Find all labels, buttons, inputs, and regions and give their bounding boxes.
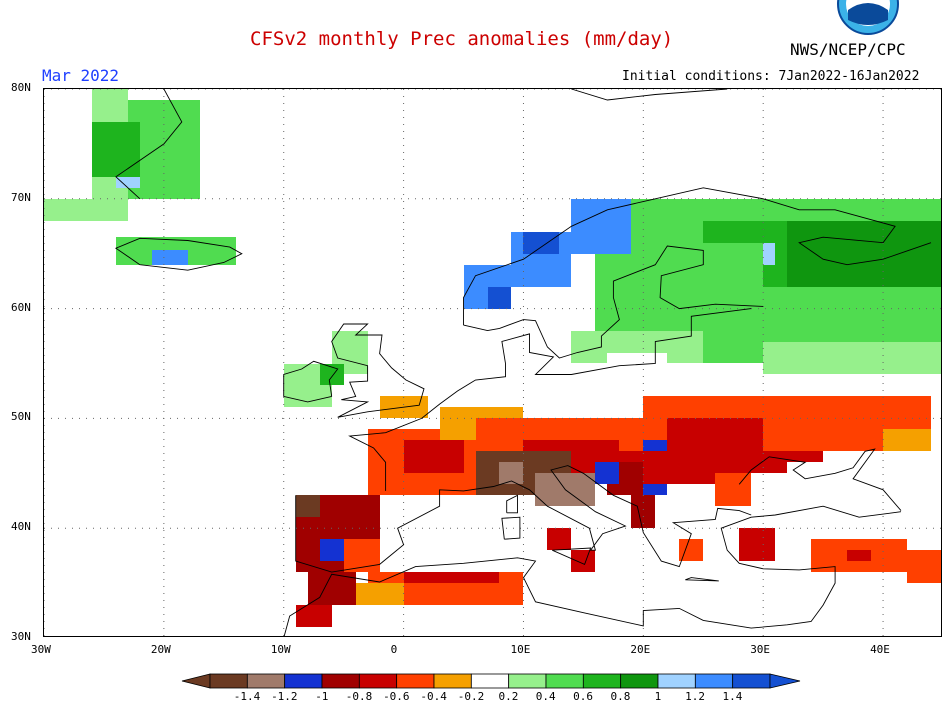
anomaly-cell	[739, 528, 776, 562]
coastline	[685, 577, 719, 582]
colorbar-label: -1	[315, 690, 329, 703]
anomaly-cell	[403, 440, 464, 474]
anomaly-cell	[403, 572, 500, 584]
forecast-month: Mar 2022	[42, 66, 120, 85]
colorbar-arrow-right	[769, 673, 801, 689]
colorbar-label: 0.4	[535, 690, 556, 703]
anomaly-cell	[127, 99, 200, 199]
coastline	[115, 89, 183, 200]
colorbar-label: -1.4	[233, 690, 261, 703]
coastline	[463, 187, 932, 326]
coastline	[295, 465, 752, 573]
colorbar-segment	[470, 673, 510, 689]
coastline	[283, 505, 902, 636]
anomaly-cell	[679, 539, 704, 562]
colorbar-label: 1	[654, 690, 662, 703]
anomaly-cell	[355, 583, 404, 606]
latitude-label: 60N	[11, 300, 31, 314]
anomaly-cell	[295, 495, 320, 518]
anomaly-cell	[115, 176, 140, 188]
latitude-label: 50N	[11, 410, 31, 424]
latitude-label: 80N	[11, 81, 31, 94]
latitude-label: 40N	[11, 520, 31, 534]
colorbar-segment	[508, 673, 547, 689]
colorbar-label: -1.2	[271, 690, 298, 703]
colorbar-segment	[582, 673, 622, 689]
colorbar-segment	[246, 673, 286, 689]
colorbar-label: -0.6	[383, 690, 410, 703]
colorbar-label: -0.8	[345, 690, 373, 703]
anomaly-cell	[847, 550, 872, 562]
colorbar-label: -0.4	[420, 690, 447, 703]
colorbar-segment	[358, 673, 398, 689]
coastline	[463, 245, 764, 359]
longitude-label: 10E	[510, 643, 531, 656]
anomaly-cell	[607, 352, 668, 386]
anomaly-cell	[907, 550, 941, 584]
colorbar-label: 1.2	[685, 690, 705, 703]
longitude-label: 0	[390, 643, 398, 656]
anomaly-cell	[44, 89, 92, 199]
coastline	[571, 89, 728, 101]
colorbar-label: 0.2	[498, 690, 519, 703]
anomaly-map	[43, 88, 942, 637]
colorbar-segment	[620, 673, 659, 689]
anomaly-cell	[787, 220, 941, 287]
colorbar-label: 0.8	[610, 690, 631, 703]
longitude-label: 30E	[750, 643, 771, 656]
colorbar-label: -0.2	[457, 690, 485, 703]
anomaly-cell	[343, 539, 380, 573]
longitude-label: 30W	[31, 643, 51, 656]
colorbar-segment	[396, 673, 435, 689]
colorbar	[181, 673, 801, 689]
coastline	[283, 360, 339, 403]
latitude-label: 30N	[11, 630, 31, 643]
initial-conditions: Initial conditions: 7Jan2022-16Jan2022	[622, 69, 920, 84]
anomaly-cell	[319, 539, 344, 562]
colorbar-arrow-left	[181, 673, 211, 689]
colorbar-segment	[545, 673, 584, 689]
latitude-label: 70N	[11, 190, 31, 204]
coastline	[331, 323, 425, 418]
longitude-label: 20W	[150, 643, 171, 656]
anomaly-cell	[715, 473, 752, 507]
anomaly-cell	[571, 550, 596, 573]
coastline	[738, 448, 902, 511]
anomaly-cell	[499, 462, 524, 485]
coastline	[552, 547, 592, 566]
coastline	[501, 516, 521, 540]
agency-label: NWS/NCEP/CPC	[790, 40, 906, 59]
anomaly-cell	[595, 462, 620, 485]
anomaly-cell	[547, 528, 572, 551]
longitude-label: 40E	[870, 643, 890, 656]
longitude-label: 20E	[630, 643, 651, 656]
colorbar-label: 1.4	[722, 690, 743, 703]
colorbar-segment	[321, 673, 360, 689]
anomaly-cell	[763, 341, 941, 375]
colorbar-segment	[433, 673, 472, 689]
colorbar-label: 0.6	[573, 690, 593, 703]
colorbar-segment	[284, 673, 323, 689]
map-overlay	[44, 89, 941, 636]
anomaly-cell	[295, 605, 332, 627]
noaa-logo-icon	[836, 0, 900, 36]
map-title: CFSv2 monthly Prec anomalies (mm/day)	[250, 28, 674, 50]
colorbar-segment	[209, 673, 248, 689]
anomaly-cell	[883, 429, 931, 452]
anomaly-cell	[151, 250, 188, 265]
anomaly-cell	[571, 198, 632, 254]
anomaly-cell	[487, 286, 512, 309]
anomaly-cell	[91, 121, 140, 177]
colorbar-segment	[732, 673, 771, 689]
colorbar-segment	[657, 673, 696, 689]
coastline	[348, 308, 752, 491]
coastline	[114, 237, 243, 271]
anomaly-cell	[763, 418, 908, 452]
longitude-label: 10W	[270, 643, 291, 656]
colorbar-segment	[694, 673, 734, 689]
coastline	[506, 494, 518, 514]
anomaly-cell	[523, 231, 560, 254]
